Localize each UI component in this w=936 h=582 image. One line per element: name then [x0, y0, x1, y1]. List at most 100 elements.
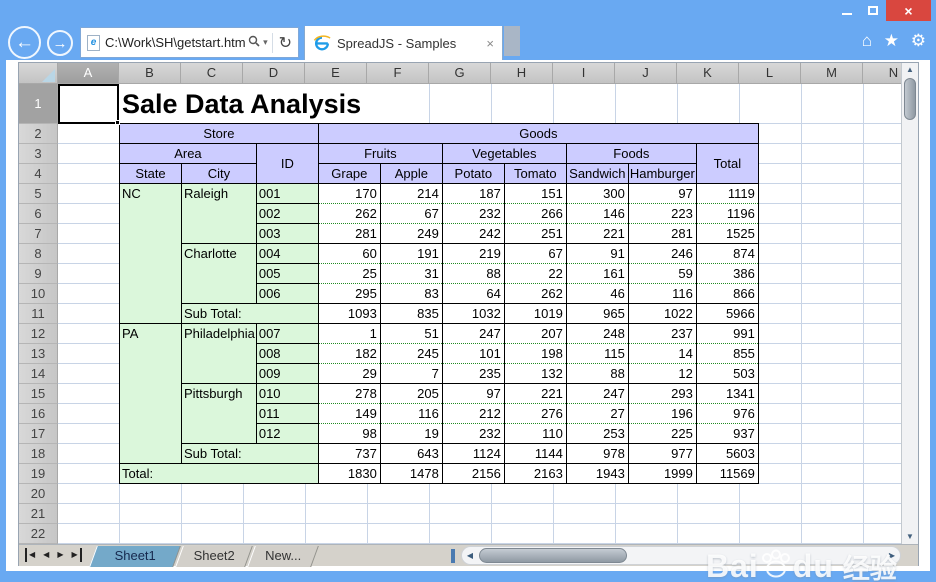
browser-tab[interactable]: SpreadJS - Samples ×: [304, 26, 503, 60]
cell[interactable]: Apple: [379, 163, 443, 184]
cell[interactable]: 19: [379, 423, 443, 444]
cell[interactable]: 835: [379, 303, 443, 324]
column-header-H[interactable]: H: [491, 63, 553, 84]
cell[interactable]: 266: [503, 203, 567, 224]
cell[interactable]: 232: [441, 423, 505, 444]
cell[interactable]: City: [181, 163, 257, 184]
cell[interactable]: 737: [317, 443, 381, 464]
cell[interactable]: Store: [119, 123, 319, 144]
cell[interactable]: 1: [317, 323, 381, 344]
cell[interactable]: 937: [695, 423, 759, 444]
cell[interactable]: 1196: [695, 203, 759, 224]
row-header-18[interactable]: 18: [19, 444, 58, 464]
v-scroll-down-button[interactable]: ▼: [906, 532, 914, 541]
cell[interactable]: 2156: [441, 463, 505, 484]
cell[interactable]: Philadelphia: [181, 323, 257, 384]
cell[interactable]: ID: [255, 143, 319, 184]
select-all-corner[interactable]: [19, 63, 58, 84]
column-header-M[interactable]: M: [801, 63, 863, 84]
row-header-4[interactable]: 4: [19, 164, 58, 184]
cell[interactable]: 31: [379, 263, 443, 284]
cell[interactable]: 007: [255, 323, 319, 344]
row-header-3[interactable]: 3: [19, 144, 58, 164]
cell[interactable]: 1478: [379, 463, 443, 484]
cell[interactable]: 1999: [627, 463, 697, 484]
row-header-7[interactable]: 7: [19, 224, 58, 244]
cell[interactable]: 004: [255, 243, 319, 264]
cell[interactable]: 1341: [695, 383, 759, 404]
h-scroll-right-button[interactable]: ▶: [888, 551, 896, 560]
column-header-A[interactable]: A: [58, 63, 119, 84]
cell[interactable]: 46: [565, 283, 629, 304]
cell[interactable]: 643: [379, 443, 443, 464]
cell[interactable]: Area: [119, 143, 257, 164]
v-scroll-up-button[interactable]: ▲: [906, 65, 914, 74]
column-header-L[interactable]: L: [739, 63, 801, 84]
cell[interactable]: 965: [565, 303, 629, 324]
h-scroll-left-button[interactable]: ◀: [466, 551, 474, 560]
row-header-21[interactable]: 21: [19, 504, 58, 524]
cell[interactable]: Raleigh: [181, 183, 257, 244]
maximize-button[interactable]: [860, 0, 886, 21]
cell[interactable]: 98: [317, 423, 381, 444]
search-icon[interactable]: [248, 35, 260, 50]
cell[interactable]: 196: [627, 403, 697, 424]
nav-next-sheet-button[interactable]: ▶: [57, 550, 64, 559]
cell[interactable]: 991: [695, 323, 759, 344]
cell[interactable]: 232: [441, 203, 505, 224]
cell[interactable]: 132: [503, 363, 567, 384]
cell[interactable]: 866: [695, 283, 759, 304]
cell[interactable]: 248: [565, 323, 629, 344]
cell[interactable]: 88: [565, 363, 629, 384]
cell[interactable]: 110: [503, 423, 567, 444]
cell[interactable]: 88: [441, 263, 505, 284]
cell[interactable]: 1830: [317, 463, 381, 484]
cell[interactable]: 146: [565, 203, 629, 224]
cell[interactable]: 182: [317, 343, 381, 364]
cell[interactable]: Total:: [119, 463, 319, 484]
cell[interactable]: 51: [379, 323, 443, 344]
row-header-20[interactable]: 20: [19, 484, 58, 504]
cell[interactable]: 006: [255, 283, 319, 304]
column-header-K[interactable]: K: [677, 63, 739, 84]
cell[interactable]: 221: [565, 223, 629, 244]
refresh-button[interactable]: ↻: [278, 34, 292, 52]
address-bar[interactable]: e C:\Work\SH\getstart.html ▾ ↻: [80, 27, 299, 58]
cell[interactable]: 221: [503, 383, 567, 404]
cell[interactable]: 116: [627, 283, 697, 304]
cell[interactable]: 25: [317, 263, 381, 284]
cell[interactable]: 1093: [317, 303, 381, 324]
horizontal-scrollbar[interactable]: ◀ ▶: [461, 546, 901, 565]
column-header-F[interactable]: F: [367, 63, 429, 84]
cell[interactable]: 010: [255, 383, 319, 404]
cell[interactable]: 1032: [441, 303, 505, 324]
cell[interactable]: Potato: [441, 163, 505, 184]
cell[interactable]: 247: [441, 323, 505, 344]
cell[interactable]: 29: [317, 363, 381, 384]
cell[interactable]: Hamburger: [627, 163, 697, 184]
row-header-16[interactable]: 16: [19, 404, 58, 424]
cell[interactable]: 67: [379, 203, 443, 224]
cell[interactable]: Sub Total:: [181, 303, 319, 324]
row-header-6[interactable]: 6: [19, 204, 58, 224]
cell[interactable]: Tomato: [503, 163, 567, 184]
nav-prev-sheet-button[interactable]: ◀: [43, 550, 50, 559]
cell[interactable]: 101: [441, 343, 505, 364]
cell[interactable]: 009: [255, 363, 319, 384]
cell[interactable]: 1022: [627, 303, 697, 324]
cell[interactable]: 11569: [695, 463, 759, 484]
v-scroll-thumb[interactable]: [904, 78, 916, 120]
cell[interactable]: 170: [317, 183, 381, 204]
cell[interactable]: 262: [503, 283, 567, 304]
cell[interactable]: 27: [565, 403, 629, 424]
cell[interactable]: 386: [695, 263, 759, 284]
row-header-5[interactable]: 5: [19, 184, 58, 204]
cell[interactable]: 7: [379, 363, 443, 384]
cell[interactable]: 212: [441, 403, 505, 424]
vertical-scrollbar[interactable]: ▲ ▼: [901, 63, 918, 544]
cell[interactable]: 12: [627, 363, 697, 384]
cell[interactable]: 976: [695, 403, 759, 424]
column-header-G[interactable]: G: [429, 63, 491, 84]
cell[interactable]: 008: [255, 343, 319, 364]
home-button[interactable]: ⌂: [861, 31, 872, 50]
